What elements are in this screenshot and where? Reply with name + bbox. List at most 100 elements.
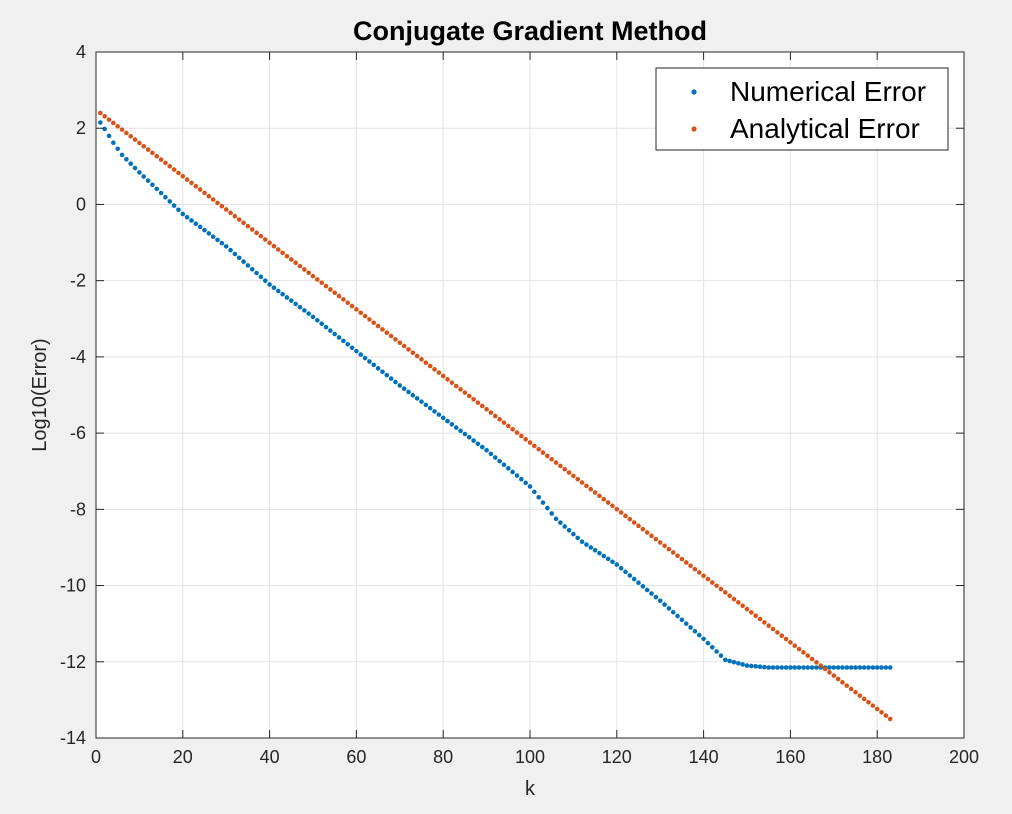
data-point-analytical-error (822, 666, 828, 672)
data-point-analytical-error (401, 343, 407, 349)
data-point-numerical-error (249, 266, 255, 272)
data-point-numerical-error (275, 288, 281, 294)
data-point-numerical-error (740, 662, 745, 667)
data-point-numerical-error (540, 500, 546, 505)
data-point-numerical-error (744, 663, 750, 668)
data-point-analytical-error (215, 200, 220, 206)
data-point-numerical-error (484, 447, 489, 453)
data-point-analytical-error (740, 603, 745, 609)
data-point-numerical-error (388, 376, 394, 381)
data-point-numerical-error (328, 328, 333, 333)
data-point-numerical-error (315, 318, 320, 323)
data-point-analytical-error (410, 350, 416, 356)
legend-marker-analytical-error (691, 126, 697, 132)
data-point-numerical-error (579, 539, 585, 545)
data-point-analytical-error (636, 523, 641, 529)
x-tick-label: 60 (346, 747, 366, 767)
data-point-numerical-error (284, 295, 290, 300)
data-point-numerical-error (271, 285, 277, 291)
data-point-numerical-error (254, 270, 259, 276)
data-point-analytical-error (887, 716, 893, 722)
data-point-numerical-error (566, 527, 572, 533)
data-point-analytical-error (484, 407, 489, 412)
data-point-numerical-error (848, 665, 854, 670)
data-point-analytical-error (701, 573, 706, 579)
data-point-numerical-error (349, 345, 355, 351)
data-point-numerical-error (670, 609, 676, 615)
data-point-analytical-error (688, 563, 693, 569)
data-point-analytical-error (328, 287, 333, 292)
data-point-numerical-error (375, 366, 381, 371)
data-point-numerical-error (154, 186, 160, 192)
data-point-analytical-error (736, 600, 741, 605)
data-point-numerical-error (558, 520, 563, 525)
data-point-analytical-error (458, 387, 463, 392)
data-point-analytical-error (154, 153, 160, 159)
data-point-analytical-error (519, 433, 524, 439)
data-point-analytical-error (588, 486, 594, 492)
data-point-analytical-error (280, 250, 285, 256)
data-point-analytical-error (827, 670, 832, 675)
data-point-analytical-error (466, 393, 472, 399)
data-point-analytical-error (792, 643, 798, 648)
x-tick-label: 180 (862, 747, 892, 767)
data-point-numerical-error (835, 665, 841, 670)
data-point-analytical-error (341, 297, 346, 302)
data-point-numerical-error (840, 665, 845, 670)
y-tick-label: -14 (60, 728, 86, 748)
legend[interactable]: Numerical Error Analytical Error (655, 67, 949, 151)
data-point-numerical-error (861, 665, 867, 670)
data-point-numerical-error (423, 402, 429, 408)
x-tick-label: 160 (775, 747, 805, 767)
data-point-analytical-error (206, 193, 212, 199)
data-point-analytical-error (488, 410, 494, 415)
data-point-analytical-error (171, 167, 177, 172)
data-point-analytical-error (223, 207, 229, 212)
data-point-analytical-error (393, 337, 398, 342)
data-point-numerical-error (258, 274, 264, 280)
data-point-numerical-error (501, 462, 507, 468)
data-point-analytical-error (757, 616, 763, 622)
data-point-numerical-error (119, 152, 125, 158)
data-point-numerical-error (831, 665, 837, 670)
data-point-analytical-error (197, 187, 203, 192)
data-point-numerical-error (796, 665, 802, 670)
data-point-analytical-error (315, 277, 320, 282)
data-point-analytical-error (709, 580, 715, 585)
data-point-analytical-error (749, 610, 754, 615)
data-point-analytical-error (579, 480, 585, 485)
data-point-analytical-error (670, 550, 676, 555)
data-point-numerical-error (453, 425, 459, 430)
data-point-analytical-error (853, 690, 858, 695)
data-point-numerical-error (345, 342, 351, 347)
data-point-numerical-error (636, 580, 641, 585)
data-point-numerical-error (471, 438, 476, 443)
data-point-numerical-error (193, 221, 199, 226)
data-point-analytical-error (584, 483, 589, 489)
data-point-analytical-error (471, 397, 476, 402)
data-point-analytical-error (414, 353, 420, 359)
data-point-numerical-error (783, 665, 789, 670)
data-point-numerical-error (158, 190, 164, 196)
data-point-analytical-error (631, 520, 637, 525)
data-point-analytical-error (358, 310, 364, 316)
data-point-numerical-error (588, 545, 594, 550)
data-point-analytical-error (566, 470, 572, 475)
data-point-analytical-error (744, 606, 750, 612)
data-point-numerical-error (180, 211, 186, 217)
data-point-numerical-error (762, 664, 767, 670)
data-point-analytical-error (293, 260, 298, 266)
data-point-numerical-error (137, 170, 142, 175)
axis-ticks: 0 20 40 60 80 100 120 140 160 180 200420-2-4-6-8-1… (60, 42, 979, 767)
data-point-numerical-error (362, 355, 368, 361)
data-point-analytical-error (527, 440, 533, 445)
data-point-analytical-error (349, 303, 355, 309)
data-point-analytical-error (453, 383, 459, 389)
data-point-numerical-error (592, 548, 598, 553)
data-point-numerical-error (506, 466, 511, 471)
data-point-analytical-error (692, 566, 698, 572)
data-point-analytical-error (384, 330, 390, 336)
data-point-analytical-error (449, 380, 455, 385)
data-point-numerical-error (709, 645, 715, 650)
data-point-analytical-error (549, 456, 554, 462)
